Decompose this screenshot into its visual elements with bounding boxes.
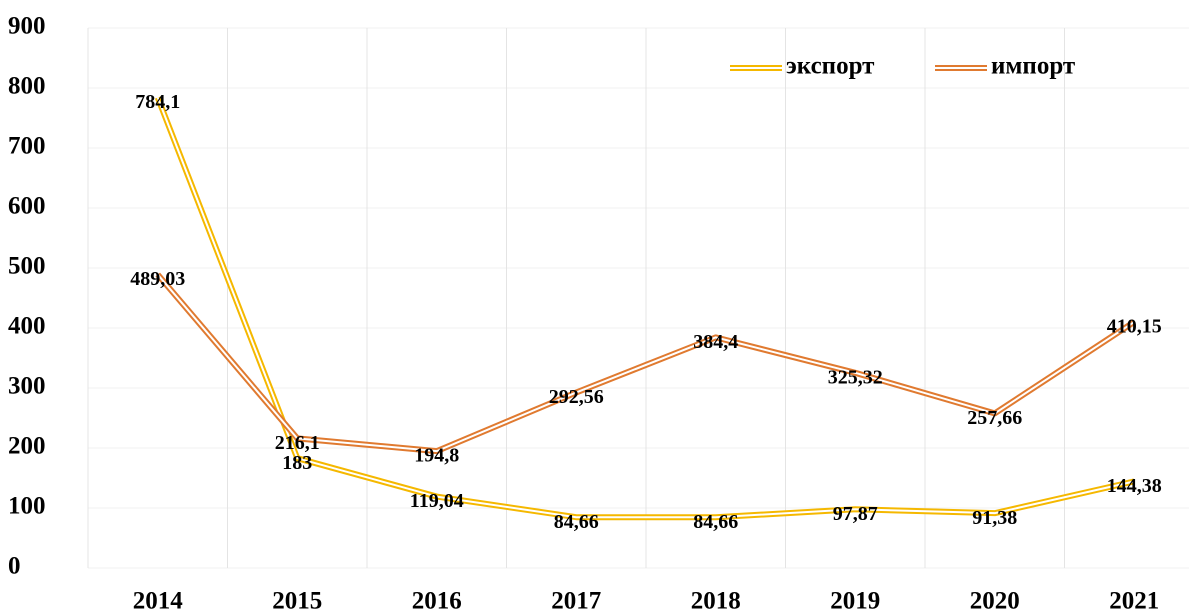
series-line-inner <box>156 97 1135 519</box>
x-tick-label: 2021 <box>1109 588 1159 615</box>
data-label: 84,66 <box>554 511 599 533</box>
y-tick-label: 600 <box>8 193 46 220</box>
legend-label: импорт <box>991 53 1075 80</box>
x-tick-label: 2018 <box>691 588 741 615</box>
data-label: 144,38 <box>1107 475 1162 497</box>
series-line-inner <box>156 273 1135 453</box>
data-label: 292,56 <box>549 386 604 408</box>
y-tick-label: 200 <box>8 433 46 460</box>
data-label: 183 <box>282 452 312 474</box>
data-label: 84,66 <box>693 511 738 533</box>
x-tick-label: 2015 <box>272 588 322 615</box>
data-label: 91,38 <box>972 507 1017 529</box>
x-tick-label: 2020 <box>970 588 1020 615</box>
y-tick-label: 700 <box>8 133 46 160</box>
data-label: 325,32 <box>828 366 883 388</box>
y-tick-label: 0 <box>8 553 21 580</box>
data-label: 489,03 <box>130 268 185 290</box>
data-label: 384,4 <box>693 331 738 353</box>
y-tick-label: 100 <box>8 493 46 520</box>
y-tick-label: 300 <box>8 373 46 400</box>
data-label: 119,04 <box>410 490 464 512</box>
legend-label: экспорт <box>786 53 874 80</box>
y-tick-label: 500 <box>8 253 46 280</box>
data-label: 97,87 <box>833 503 878 525</box>
data-label: 257,66 <box>967 407 1022 429</box>
data-label: 410,15 <box>1107 316 1162 338</box>
data-label: 784,1 <box>135 91 180 113</box>
x-tick-label: 2016 <box>412 588 462 615</box>
x-tick-label: 2014 <box>133 588 184 615</box>
x-tick-label: 2017 <box>551 588 601 615</box>
y-tick-label: 400 <box>8 313 46 340</box>
x-tick-label: 2019 <box>830 588 880 615</box>
data-label: 194,8 <box>414 445 459 467</box>
y-tick-label: 900 <box>8 13 46 40</box>
data-label: 216,1 <box>275 432 320 454</box>
y-tick-label: 800 <box>8 73 46 100</box>
